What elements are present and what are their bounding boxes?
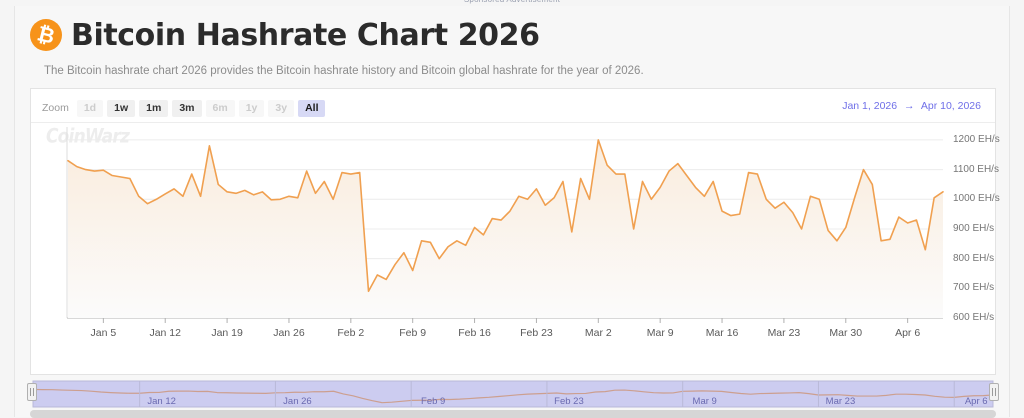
- chart-card: Zoom 1d 1w 1m 3m 6m 1y 3y All Jan 1, 202…: [30, 88, 1000, 375]
- navigator-handle-right[interactable]: [989, 383, 999, 401]
- x-axis-tick-label: Feb 16: [458, 327, 491, 339]
- y-axis-tick-label: 900 EH/s: [953, 222, 995, 234]
- x-axis-tick-label: Apr 6: [895, 327, 921, 339]
- zoom-button-6m[interactable]: 6m: [205, 99, 235, 117]
- range-arrow-icon: →: [904, 100, 915, 112]
- navigator-scrollbar[interactable]: [30, 410, 996, 418]
- y-axis-tick-label: 1200 EH/s: [953, 133, 1000, 145]
- x-axis-tick-label: Mar 23: [767, 327, 801, 339]
- navigator-tick-label: Jan 26: [283, 396, 312, 407]
- navigator-tick-label: Mar 23: [825, 396, 856, 407]
- x-axis-tick-label: Jan 12: [149, 327, 181, 339]
- zoom-button-1y[interactable]: 1y: [238, 99, 265, 117]
- hashrate-area-chart[interactable]: [31, 123, 995, 374]
- page-header: Bitcoin Hashrate Chart 2026: [30, 12, 540, 58]
- range-from-date[interactable]: Jan 1, 2026: [842, 100, 898, 112]
- x-axis-tick-label: Feb 9: [399, 327, 427, 339]
- zoom-label: Zoom: [42, 102, 69, 114]
- zoom-button-3m[interactable]: 3m: [172, 99, 202, 117]
- zoom-button-1w[interactable]: 1w: [107, 99, 136, 117]
- zoom-range-selector: Zoom 1d 1w 1m 3m 6m 1y 3y All: [42, 99, 329, 117]
- x-axis-tick-label: Jan 19: [211, 327, 243, 339]
- x-axis-tick-label: Mar 9: [646, 327, 674, 339]
- y-axis-tick-label: 1100 EH/s: [953, 163, 999, 175]
- chart-plot-area[interactable]: 600 EH/s 700 EH/s 800 EH/s 900 EH/s 1000 EH/…: [31, 123, 1000, 374]
- page-title: Bitcoin Hashrate Chart 2026: [71, 17, 540, 53]
- navigator-tick-label: Apr 6: [964, 396, 988, 407]
- navigator-tick-label: Feb 9: [421, 396, 446, 407]
- y-axis-tick-label: 600 EH/s: [953, 312, 995, 323]
- date-range-display: Jan 1, 2026 → Apr 10, 2026: [842, 100, 981, 112]
- zoom-button-1d[interactable]: 1d: [76, 99, 104, 117]
- y-axis-tick-label: 800 EH/s: [953, 252, 995, 264]
- zoom-button-1m[interactable]: 1m: [139, 99, 169, 117]
- navigator-handle-left[interactable]: [27, 383, 37, 401]
- range-to-date[interactable]: Apr 10, 2026: [920, 100, 981, 112]
- navigator-tick-label: Jan 12: [147, 396, 176, 407]
- navigator-tick-label: Feb 23: [554, 396, 584, 407]
- chart-navigator[interactable]: Jan 12 Jan 26 Feb 9 Feb 23 Mar 9 Mar 23 Apr 6: [27, 378, 999, 410]
- y-axis-tick-label: 700 EH/s: [953, 282, 995, 294]
- page-container: Bitcoin Hashrate Chart 2026 The Bitcoin …: [14, 6, 1010, 418]
- x-axis-tick-label: Mar 16: [705, 327, 739, 339]
- x-axis-tick-label: Feb 2: [337, 327, 365, 339]
- x-axis-tick-label: Jan 26: [273, 327, 305, 339]
- y-axis-tick-label: 1000 EH/s: [953, 193, 1000, 205]
- x-axis-tick-label: Jan 5: [90, 327, 117, 339]
- toolbar-divider: [31, 122, 995, 123]
- x-axis-tick-label: Mar 2: [584, 327, 612, 339]
- bitcoin-icon: [30, 19, 62, 51]
- page-description: The Bitcoin hashrate chart 2026 provides…: [44, 65, 644, 77]
- sponsored-advertisement-strip: Sponsored Advertisement: [0, 0, 1024, 4]
- x-axis-tick-label: Feb 23: [520, 327, 553, 339]
- x-axis-tick-label: Mar 30: [829, 327, 863, 339]
- sponsored-label: Sponsored Advertisement: [0, 0, 1024, 4]
- zoom-button-all[interactable]: All: [298, 99, 326, 117]
- navigator-tick-label: Mar 9: [692, 396, 717, 407]
- zoom-button-3y[interactable]: 3y: [268, 99, 295, 117]
- navigator-scrollbar-thumb[interactable]: [30, 410, 996, 418]
